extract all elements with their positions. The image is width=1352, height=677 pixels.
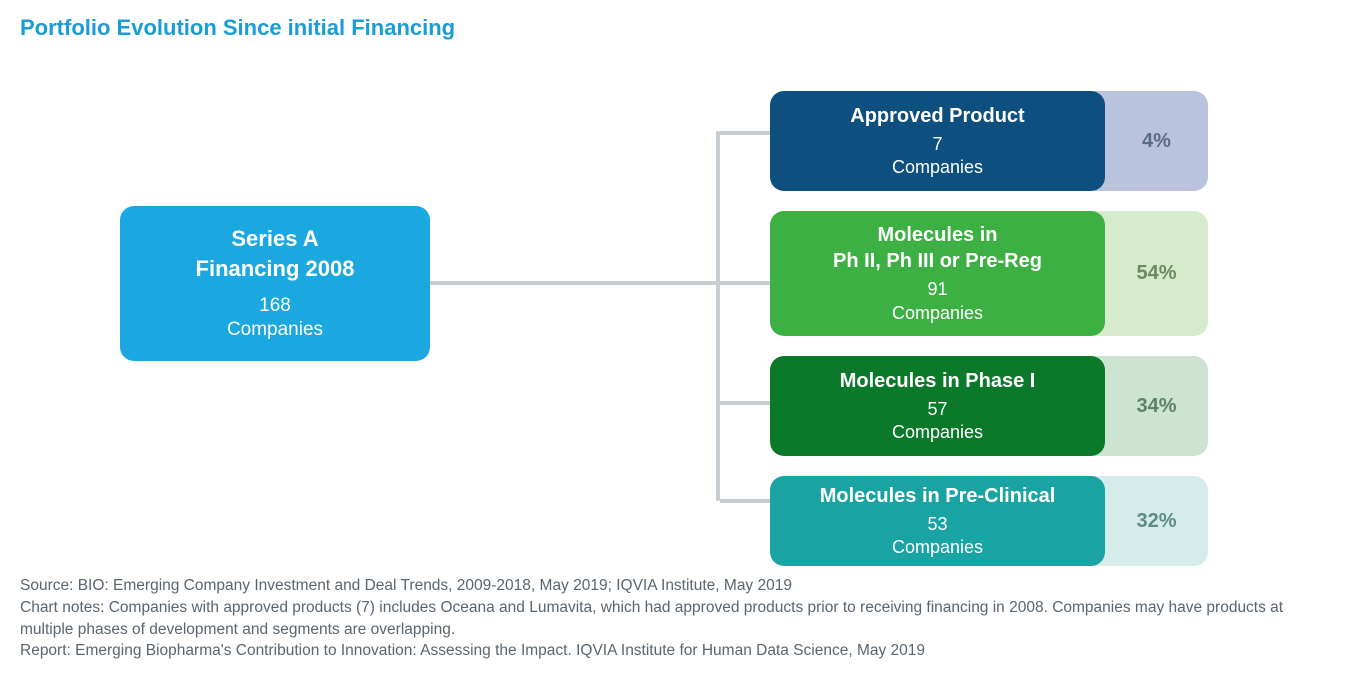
- connector-branch: [720, 401, 770, 405]
- source-node-title: Series A Financing 2008: [130, 224, 420, 283]
- outcome-percent-box: 4%: [1093, 91, 1208, 191]
- outcome-row: Molecules in Pre-Clinical 53Companies 32%: [770, 476, 1208, 566]
- footnotes: Source: BIO: Emerging Company Investment…: [20, 575, 1332, 662]
- connector-main: [430, 281, 720, 285]
- outcome-row: Molecules inPh II, Ph III or Pre-Reg91Co…: [770, 211, 1208, 336]
- outcome-box: Molecules inPh II, Ph III or Pre-Reg91Co…: [770, 211, 1105, 336]
- outcome-row: Molecules in Phase I 57Companies 34%: [770, 356, 1208, 456]
- source-node-count: 168 Companies: [130, 294, 420, 343]
- outcome-percent-box: 34%: [1093, 356, 1208, 456]
- chart-title: Portfolio Evolution Since initial Financ…: [20, 15, 1332, 41]
- outcome-box: Molecules in Phase I 57Companies: [770, 356, 1105, 456]
- outcome-title: Molecules inPh II, Ph III or Pre-Reg: [784, 222, 1091, 274]
- outcome-box: Approved Product 7Companies: [770, 91, 1105, 191]
- outcome-row: Approved Product 7Companies 4%: [770, 91, 1208, 191]
- outcome-count: 7Companies: [784, 133, 1091, 180]
- outcome-percent: 34%: [1136, 395, 1176, 418]
- outcome-percent: 54%: [1136, 262, 1176, 285]
- outcome-box: Molecules in Pre-Clinical 53Companies: [770, 476, 1105, 566]
- connector-branch: [720, 131, 770, 135]
- footnote-chartnotes: Chart notes: Companies with approved pro…: [20, 597, 1332, 640]
- outcome-percent: 32%: [1136, 510, 1176, 533]
- outcome-count: 57Companies: [784, 398, 1091, 445]
- outcome-percent: 4%: [1142, 130, 1171, 153]
- footnote-report: Report: Emerging Biopharma's Contributio…: [20, 640, 1332, 662]
- diagram-area: Series A Financing 2008 168 Companies Ap…: [20, 81, 1332, 566]
- outcome-title: Molecules in Pre-Clinical: [784, 483, 1091, 509]
- source-node: Series A Financing 2008 168 Companies: [120, 206, 430, 361]
- connector-branch: [720, 499, 770, 503]
- outcome-count: 91Companies: [784, 278, 1091, 325]
- outcome-count: 53Companies: [784, 513, 1091, 560]
- outcome-percent-box: 54%: [1093, 211, 1208, 336]
- footnote-source: Source: BIO: Emerging Company Investment…: [20, 575, 1332, 597]
- outcome-title: Molecules in Phase I: [784, 368, 1091, 394]
- connector-vertical: [716, 131, 720, 501]
- outcome-title: Approved Product: [784, 103, 1091, 129]
- connector-branch: [720, 281, 770, 285]
- outcome-percent-box: 32%: [1093, 476, 1208, 566]
